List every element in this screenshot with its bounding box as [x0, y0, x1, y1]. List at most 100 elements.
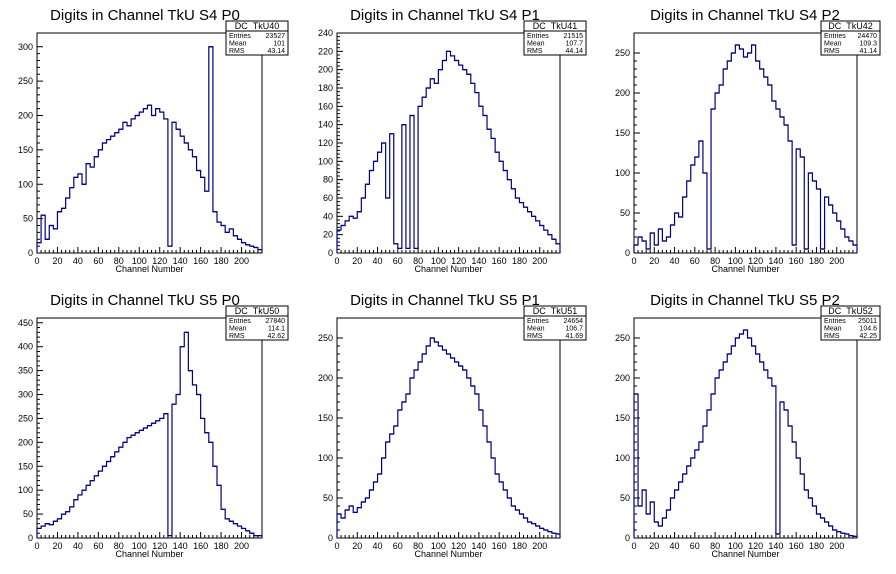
y-tick-label: 240 — [318, 28, 333, 38]
x-tick-label: 0 — [334, 256, 339, 266]
stats-key: Entries — [229, 318, 251, 325]
stats-key: Mean — [527, 41, 545, 48]
x-tick-label: 120 — [152, 256, 167, 266]
stats-key: Entries — [527, 33, 549, 40]
y-tick-label: 0 — [625, 533, 630, 543]
x-tick-label: 180 — [214, 541, 229, 551]
x-tick-label: 20 — [52, 256, 62, 266]
x-tick-label: 200 — [829, 256, 844, 266]
x-tick-label: 200 — [234, 256, 249, 266]
x-tick-label: 160 — [789, 541, 804, 551]
y-tick-label: 150 — [615, 413, 630, 423]
plot-frame — [36, 32, 263, 254]
x-tick-label: 60 — [690, 541, 700, 551]
y-tick-label: 60 — [323, 193, 333, 203]
histogram-panel-0: Digits in Channel TkU S4 P00501001502002… — [18, 7, 289, 274]
y-tick-label: 0 — [328, 248, 333, 258]
x-tick-label: 180 — [512, 256, 527, 266]
stats-value: 107.7 — [565, 41, 583, 48]
stats-value: 27840 — [266, 318, 286, 325]
stats-box — [225, 305, 289, 341]
x-tick-label: 60 — [690, 256, 700, 266]
y-tick-label: 150 — [18, 145, 33, 155]
x-tick-label: 100 — [431, 541, 446, 551]
y-tick-label: 200 — [318, 65, 333, 75]
x-tick-label: 60 — [393, 541, 403, 551]
x-tick-label: 20 — [352, 541, 362, 551]
y-tick-label: 200 — [318, 373, 333, 383]
stats-box — [820, 305, 881, 341]
x-tick-label: 200 — [532, 541, 547, 551]
stats-value: 23527 — [266, 33, 286, 40]
y-tick-label: 50 — [23, 509, 33, 519]
y-tick-label: 200 — [18, 111, 33, 121]
x-tick-label: 200 — [829, 541, 844, 551]
y-tick-label: 50 — [620, 493, 630, 503]
y-tick-label: 200 — [615, 88, 630, 98]
stats-value: 24470 — [858, 33, 878, 40]
x-axis-label: Channel Number — [414, 264, 482, 274]
stats-box — [523, 20, 587, 56]
panel-title: Digits in Channel TkU S5 P2 — [650, 292, 840, 309]
stats-key: Mean — [824, 41, 842, 48]
y-tick-label: 100 — [318, 453, 333, 463]
x-tick-label: 140 — [768, 256, 783, 266]
stats-value: 42.25 — [859, 333, 877, 340]
plot-frame — [36, 317, 263, 539]
x-tick-label: 140 — [471, 256, 486, 266]
y-tick-label: 100 — [615, 168, 630, 178]
x-tick-label: 80 — [114, 256, 124, 266]
stats-key: RMS — [527, 48, 543, 55]
histogram-series — [336, 50, 561, 253]
stats-name: DC_TkU50 — [235, 306, 280, 316]
y-tick-label: 350 — [18, 366, 33, 376]
x-tick-label: 60 — [393, 256, 403, 266]
x-tick-label: 160 — [193, 541, 208, 551]
stats-value: 104.6 — [859, 326, 877, 333]
y-tick-label: 150 — [318, 413, 333, 423]
y-tick-label: 100 — [615, 453, 630, 463]
x-tick-label: 200 — [234, 541, 249, 551]
x-tick-label: 40 — [373, 256, 383, 266]
y-tick-label: 450 — [18, 318, 33, 328]
histogram-panel-2: Digits in Channel TkU S4 P20501001502002… — [615, 7, 881, 274]
x-tick-label: 100 — [132, 541, 147, 551]
x-tick-label: 180 — [809, 541, 824, 551]
x-tick-label: 20 — [649, 256, 659, 266]
x-tick-label: 0 — [34, 541, 39, 551]
x-tick-label: 40 — [73, 541, 83, 551]
y-tick-label: 250 — [615, 333, 630, 343]
x-tick-label: 120 — [748, 541, 763, 551]
x-tick-label: 180 — [214, 256, 229, 266]
x-tick-label: 160 — [789, 256, 804, 266]
y-tick-label: 220 — [318, 46, 333, 56]
stats-key: Entries — [527, 318, 549, 325]
plot-frame — [336, 317, 561, 539]
stats-value: 25011 — [858, 318, 877, 325]
y-tick-label: 250 — [18, 76, 33, 86]
stats-name: DC_TkU41 — [533, 21, 578, 31]
y-tick-label: 0 — [625, 248, 630, 258]
stats-value: 106.7 — [565, 326, 583, 333]
panel-title: Digits in Channel TkU S4 P2 — [650, 7, 840, 24]
x-tick-label: 40 — [670, 541, 680, 551]
stats-value: 42.62 — [267, 333, 285, 340]
x-tick-label: 80 — [413, 256, 423, 266]
stats-name: DC_TkU40 — [235, 21, 280, 31]
x-tick-label: 160 — [492, 256, 507, 266]
stats-key: RMS — [824, 48, 840, 55]
stats-name: DC_TkU42 — [828, 21, 873, 31]
y-tick-label: 0 — [28, 533, 33, 543]
x-tick-label: 180 — [809, 256, 824, 266]
histogram-panel-1: Digits in Channel TkU S4 P1 0 20 40 60 80 100 1… — [318, 7, 587, 274]
stats-key: Mean — [824, 326, 842, 333]
stats-key: Mean — [229, 326, 247, 333]
stats-value: 44.14 — [565, 48, 583, 55]
y-tick-label: 140 — [318, 120, 333, 130]
x-tick-label: 20 — [352, 256, 362, 266]
x-tick-label: 60 — [93, 256, 103, 266]
y-tick-label: 300 — [18, 42, 33, 52]
y-tick-label: 250 — [615, 48, 630, 58]
